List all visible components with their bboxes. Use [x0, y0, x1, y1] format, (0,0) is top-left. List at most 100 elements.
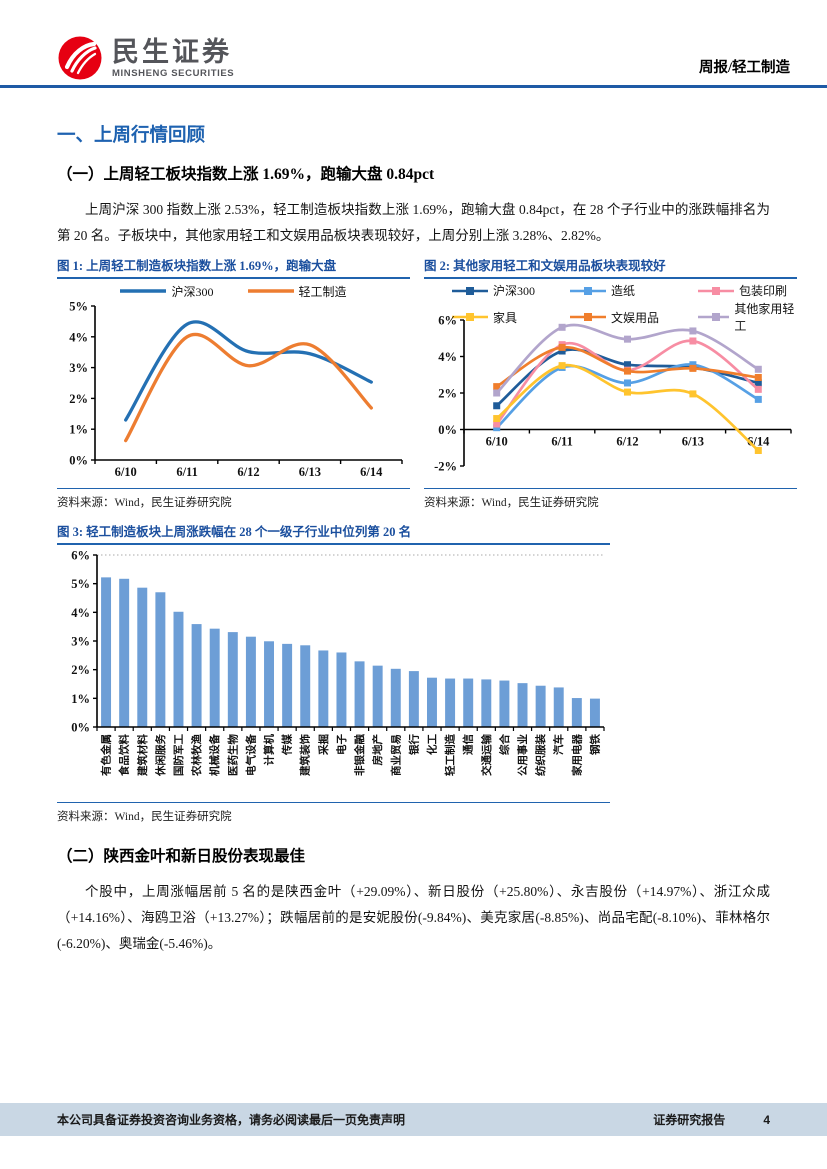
figure-row: 图 1: 上周轻工制造板块指数上涨 1.69%，跑输大盘 沪深300 轻工制造 0… [57, 258, 797, 510]
legend-swatch [698, 286, 734, 295]
x-category-label: 房地产 [371, 734, 384, 766]
series-marker-3 [754, 446, 762, 454]
y-tick-label: 3% [71, 635, 90, 649]
x-category-label: 纺织服装 [534, 734, 547, 776]
legend-swatch [698, 313, 730, 321]
series-marker-5 [754, 365, 762, 373]
series-marker-4 [754, 373, 762, 381]
y-tick-label: 6% [438, 316, 457, 328]
brand: 民生证券 MINSHENG SECURITIES [57, 35, 234, 81]
legend-swatch [452, 286, 488, 295]
x-tick-label: 6/11 [551, 435, 573, 449]
y-tick-label: 4% [71, 606, 90, 620]
y-tick-label: 4% [69, 330, 88, 344]
bar [427, 677, 437, 727]
series-marker-1 [689, 361, 697, 369]
report-type-label: 周报/轻工制造 [698, 60, 790, 76]
figure-1-legend: 沪深300 轻工制造 [57, 281, 410, 301]
x-category-label: 休闲服务 [154, 734, 167, 777]
series-marker-2 [493, 420, 501, 428]
bar [245, 636, 256, 727]
y-tick-label: 1% [69, 423, 88, 437]
figure-3-source-wrap: 资料来源：Wind，民生证券研究院 [57, 802, 610, 824]
subsection-2-paragraph: 个股中，上周涨幅居前 5 名的是陕西金叶（+29.09%）、新日股份（+25.8… [57, 884, 770, 951]
bar [209, 628, 220, 727]
minsheng-logo-icon [58, 36, 102, 80]
x-category-label: 非银金融 [353, 734, 366, 776]
bar [589, 698, 600, 727]
figure-1-source: 资料来源：Wind，民生证券研究院 [57, 497, 232, 509]
subsection-1-title: （一）上周轻工板块指数上涨 1.69%，跑输大盘 0.84pct [57, 166, 435, 183]
series-marker-3 [689, 390, 697, 398]
series-marker-1 [754, 395, 762, 403]
series-marker-1 [493, 424, 501, 432]
y-tick-label: 2% [69, 392, 88, 406]
bar [173, 611, 184, 727]
legend-label: 沪深300 [493, 284, 536, 298]
x-tick-label: 6/13 [682, 435, 704, 449]
legend-label: 其他家用轻工 [734, 302, 795, 333]
bar [137, 587, 148, 727]
bar [282, 643, 293, 727]
bar [571, 698, 582, 727]
legend-item: 其他家用轻工 [698, 300, 797, 334]
series-marker-2 [754, 385, 762, 393]
bar [408, 671, 419, 727]
figure-1-chart: 0% 1% 2% 3% 4% 5% 6/10 6/11 6/12 6/13 6/14 [69, 301, 403, 479]
page-header: 民生证券 MINSHENG SECURITIES 周报/轻工制造 [0, 0, 827, 88]
page-footer: 本公司具备证券投资咨询业务资格，请务必阅读最后一页免责声明 证券研究报告 4 [0, 1103, 827, 1136]
figure-2: 图 2: 其他家用轻工和文娱用品板块表现较好 沪深300 造纸 包装印刷 家具 文娱用品… [424, 258, 797, 510]
bar [119, 578, 130, 727]
bar [227, 632, 238, 727]
brand-text: 民生证券 MINSHENG SECURITIES [112, 38, 234, 79]
x-category-label: 综合 [498, 734, 511, 755]
x-category-label: 公用事业 [516, 734, 529, 776]
series-marker-3 [493, 415, 501, 423]
legend-item: 家具 [452, 300, 570, 334]
bar [101, 577, 112, 727]
legend-label: 轻工制造 [298, 284, 347, 299]
series-marker-5 [689, 327, 697, 335]
x-category-label: 有色金属 [100, 734, 113, 776]
x-category-label: 商业贸易 [389, 734, 402, 776]
series-marker-4 [624, 367, 631, 375]
figure-2-legend: 沪深300 造纸 包装印刷家具 文娱用品 其他家用轻工 [452, 282, 797, 333]
figure-1: 图 1: 上周轻工制造板块指数上涨 1.69%，跑输大盘 沪深300 轻工制造 0… [57, 258, 410, 510]
series-marker-4 [558, 343, 566, 351]
series-marker-2 [689, 337, 697, 345]
legend-item: 文娱用品 [570, 300, 698, 334]
x-tick-label: 6/11 [176, 465, 198, 479]
x-category-label: 钢铁 [588, 734, 601, 755]
series-marker-0 [754, 379, 762, 387]
x-category-label: 建筑材料 [136, 734, 149, 777]
brand-name-en: MINSHENG SECURITIES [112, 67, 235, 79]
y-tick-label: -2% [434, 460, 457, 474]
series-marker-5 [493, 389, 501, 397]
legend-label: 造纸 [611, 284, 636, 298]
y-tick-label: 2% [438, 387, 457, 401]
bar [191, 624, 202, 727]
y-tick-label: 0% [71, 721, 90, 735]
subsection-2-title: （二）陕西金叶和新日股份表现最佳 [57, 848, 306, 865]
series-marker-3 [624, 388, 631, 396]
x-category-label: 采掘 [317, 734, 330, 756]
footer-disclaimer: 本公司具备证券投资咨询业务资格，请务必阅读最后一页免责声明 [57, 1113, 406, 1127]
x-category-label: 国防军工 [172, 734, 185, 776]
figure-1-title: 图 1: 上周轻工制造板块指数上涨 1.69%，跑输大盘 [57, 258, 410, 279]
x-category-label: 传媒 [281, 734, 294, 756]
series-marker-4 [493, 383, 501, 391]
bar [300, 645, 311, 727]
legend-swatch [247, 289, 294, 293]
legend-item: 沪深300 [452, 282, 570, 299]
bar [517, 683, 528, 727]
x-tick-label: 6/13 [299, 465, 321, 479]
bar [463, 678, 474, 727]
bar [553, 687, 564, 727]
legend-item: 沪深300 [120, 283, 214, 300]
series-marker-1 [624, 379, 631, 387]
subsection-1-paragraph: 上周沪深 300 指数上涨 2.53%，轻工制造板块指数上涨 1.69%，跑输大… [57, 202, 770, 243]
series-marker-5 [558, 323, 566, 331]
legend-item: 包装印刷 [698, 282, 797, 299]
figure-2-chart: -2%0%2%4%6%6/10 6/11 6/12 6/13 6/14 [434, 316, 792, 474]
